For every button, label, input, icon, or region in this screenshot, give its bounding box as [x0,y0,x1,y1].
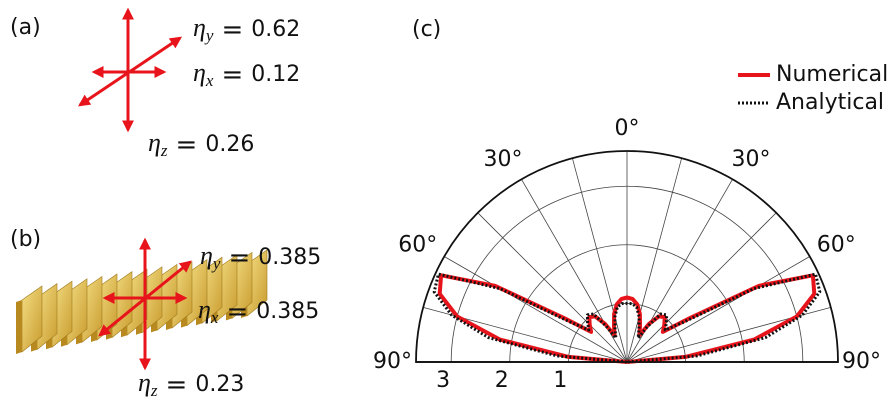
series-line [432,272,822,364]
relation: = [176,130,198,160]
arrows-b [98,237,192,371]
relation: = [228,243,250,273]
theta-tick-label: 30° [732,147,771,172]
panel-label: (b) [10,227,41,252]
legend-label: Analytical [776,90,884,115]
theta-tick-label: 90° [842,349,881,374]
fin-front [16,300,22,354]
value: 0.385 [258,245,321,270]
spoke [444,256,628,363]
relation: = [166,370,188,400]
value: 0.12 [251,62,300,87]
efficiency-label: ηz = 0.26 [148,128,254,160]
legend-label: Numerical [776,62,888,87]
relation: = [226,297,248,327]
theta-tick-label: 0° [615,116,640,141]
relation: = [221,60,243,90]
value: 0.62 [251,17,300,42]
subscript: x [210,308,219,327]
arrow [98,260,192,337]
spoke [626,256,810,363]
value: 0.26 [205,132,254,157]
efficiency-label: ηz = 0.23 [138,368,244,400]
theta-tick-label: 60° [398,233,437,258]
arrows-a [78,7,182,133]
efficiency-label: ηy = 0.385 [200,241,321,273]
panel-label: (a) [10,15,41,40]
symbol: η [200,241,213,270]
symbol: η [198,295,211,324]
r-tick-label: 3 [436,368,450,393]
outer-ring [415,150,839,363]
panel-label: (c) [412,17,441,42]
theta-tick-label: 30° [484,147,523,172]
symbol: η [138,368,151,397]
efficiency-label: ηy = 0.62 [193,13,300,45]
series-line [437,273,817,364]
arrow [78,36,182,107]
value: 0.385 [256,299,319,324]
theta-tick-label: 90° [373,349,412,374]
theta-tick-label: 60° [817,233,856,258]
subscript: z [150,381,158,400]
subscript: y [204,26,214,45]
efficiency-label: ηx = 0.385 [198,295,319,327]
subscript: y [211,254,221,273]
symbol: η [148,128,161,157]
ring [509,244,745,363]
value: 0.23 [195,372,244,397]
r-tick-label: 1 [553,368,567,393]
symbol: η [193,13,206,42]
subscript: x [205,71,214,90]
efficiency-label: ηx = 0.12 [193,58,300,90]
r-tick-label: 2 [495,368,509,393]
symbol: η [193,58,206,87]
subscript: z [160,141,168,160]
relation: = [221,15,243,45]
